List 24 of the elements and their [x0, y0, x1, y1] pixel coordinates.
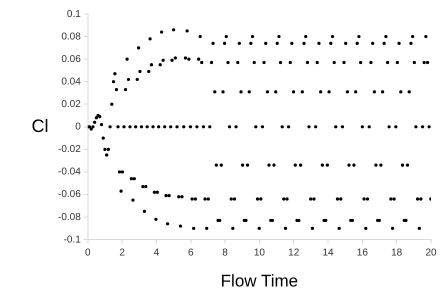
x-tick-label: 8 [222, 247, 228, 258]
x-tick-label: 6 [188, 247, 194, 258]
x-tick-label: 2 [119, 247, 126, 258]
y-tick-label: 0.04 [61, 76, 82, 88]
x-tick-label: 16 [356, 247, 368, 258]
y-tick-label: -0.04 [58, 166, 82, 178]
y-tick-label: 0.08 [61, 31, 82, 42]
x-tick-label: 10 [254, 247, 266, 258]
y-tick-label: 0.02 [61, 98, 82, 110]
y-tick-label: 0.1 [66, 8, 82, 20]
x-tick-label: 20 [425, 247, 437, 258]
y-tick-label: 0.06 [61, 54, 82, 65]
x-tick-label: 18 [391, 247, 403, 258]
y-tick-label: 0 [75, 122, 82, 133]
x-tick-label: 4 [154, 247, 160, 258]
y-tick-label: -0.06 [58, 189, 82, 200]
y-tick-label: -0.1 [64, 234, 82, 246]
x-tick-label: 14 [322, 247, 334, 258]
x-tick-label: 12 [288, 247, 300, 258]
y-tick-label: -0.02 [58, 144, 82, 156]
x-tick-label: 0 [85, 247, 92, 258]
y-tick-label: -0.08 [58, 212, 82, 223]
x-axis-title: Flow Time [220, 271, 298, 290]
y-axis-title: Cl [32, 116, 48, 136]
